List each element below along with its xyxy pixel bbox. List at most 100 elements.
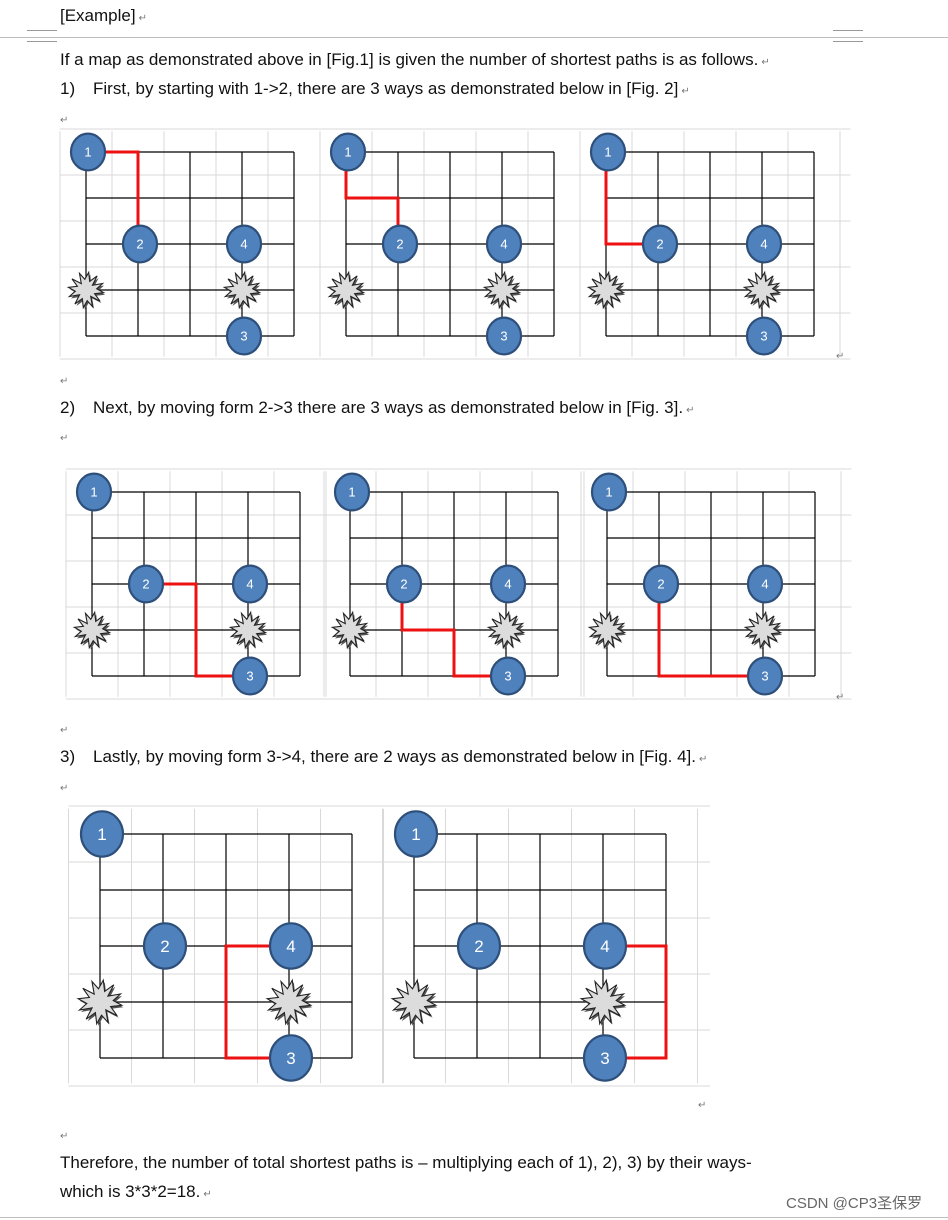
node-circle-3: 3 <box>582 1034 628 1082</box>
figure-2: 1 2 4 3 1 2 4 3 1 2 4 3 <box>59 128 851 360</box>
node-label: 3 <box>600 1049 609 1068</box>
node-circle-4: 4 <box>489 564 527 604</box>
paragraph-mark: ↵ <box>60 115 69 126</box>
grid-panel: 1 2 4 3 <box>579 128 851 360</box>
node-label: 1 <box>411 825 420 844</box>
node-circle-2: 2 <box>121 224 159 264</box>
obstacle-star-icon <box>330 610 370 650</box>
obstacle-star-icon <box>579 978 627 1026</box>
node-label: 4 <box>246 577 253 592</box>
node-label: 1 <box>605 485 612 500</box>
shortest-path-line <box>144 582 248 678</box>
paragraph-mark: ↵ <box>138 13 147 24</box>
node-label: 2 <box>396 237 403 252</box>
node-label: 4 <box>504 577 511 592</box>
node-label: 2 <box>657 577 664 592</box>
obstacle-star-icon <box>265 978 313 1026</box>
margin-marker-right <box>833 30 863 42</box>
node-circle-1: 1 <box>329 132 367 172</box>
paragraph-mark: ↵ <box>699 754 708 765</box>
node-label: 2 <box>142 577 149 592</box>
node-circle-2: 2 <box>456 922 502 970</box>
step-text: Lastly, by moving form 3->4, there are 2… <box>93 747 696 766</box>
node-circle-1: 1 <box>79 810 125 858</box>
shortest-path-line <box>603 944 668 1060</box>
node-circle-2: 2 <box>641 224 679 264</box>
node-label: 3 <box>286 1049 295 1068</box>
figure-4: 1 2 4 3 1 2 4 3 <box>68 805 711 1087</box>
obstacle-star-icon <box>742 270 782 310</box>
node-circle-4: 4 <box>745 224 783 264</box>
step-3: 3) Lastly, by moving form 3->4, there are… <box>60 747 707 767</box>
figure-3: 1 2 4 3 1 2 4 3 1 2 4 3 <box>65 468 852 700</box>
node-circle-3: 3 <box>745 316 783 356</box>
paragraph-mark: ↵ <box>60 433 69 444</box>
header-label: [Example] ↵ <box>60 6 147 25</box>
node-label: 3 <box>504 669 511 684</box>
node-circle-2: 2 <box>385 564 423 604</box>
node-circle-4: 4 <box>746 564 784 604</box>
node-circle-3: 3 <box>231 656 269 696</box>
step-text: Next, by moving form 2->3 there are 3 wa… <box>93 398 684 417</box>
grid-panel: 1 2 4 3 <box>59 128 331 360</box>
paragraph-mark: ↵ <box>761 57 770 68</box>
footer-divider <box>0 1217 948 1218</box>
node-circle-4: 4 <box>268 922 314 970</box>
margin-marker-left <box>27 30 57 42</box>
grid-panel: 1 2 4 3 <box>580 468 852 700</box>
node-label: 1 <box>604 145 611 160</box>
shortest-path-line <box>400 584 506 678</box>
obstacle-star-icon <box>228 610 268 650</box>
node-circle-3: 3 <box>746 656 784 696</box>
node-label: 1 <box>348 485 355 500</box>
obstacle-star-icon <box>743 610 783 650</box>
node-circle-3: 3 <box>268 1034 314 1082</box>
obstacle-star-icon <box>587 610 627 650</box>
node-circle-4: 4 <box>225 224 263 264</box>
grid-panel: 1 2 4 3 <box>319 128 591 360</box>
node-circle-1: 1 <box>69 132 107 172</box>
node-circle-4: 4 <box>582 922 628 970</box>
node-label: 4 <box>500 237 507 252</box>
obstacle-star-icon <box>326 270 366 310</box>
node-circle-1: 1 <box>75 472 113 512</box>
paragraph-mark: ↵ <box>60 783 69 794</box>
paragraph-mark: ↵ <box>60 1131 69 1142</box>
node-label: 4 <box>761 577 768 592</box>
node-circle-2: 2 <box>381 224 419 264</box>
paragraph-mark: ↵ <box>203 1189 212 1200</box>
step-number: 2) <box>60 398 76 417</box>
intro-paragraph: If a map as demonstrated above in [Fig.1… <box>60 50 770 69</box>
obstacle-star-icon <box>482 270 522 310</box>
node-label: 3 <box>761 669 768 684</box>
node-label: 1 <box>84 145 91 160</box>
step-number: 3) <box>60 747 76 766</box>
node-circle-3: 3 <box>225 316 263 356</box>
obstacle-star-icon <box>72 610 112 650</box>
node-label: 3 <box>760 329 767 344</box>
grid-panel: 1 2 4 3 <box>323 468 595 700</box>
step-1: 1) First, by starting with 1->2, there ar… <box>60 79 690 99</box>
header-divider <box>0 37 948 38</box>
node-circle-1: 1 <box>589 132 627 172</box>
node-label: 4 <box>600 937 609 956</box>
node-circle-1: 1 <box>333 472 371 512</box>
conclusion-line-1: Therefore, the number of total shortest … <box>60 1153 752 1172</box>
node-circle-4: 4 <box>485 224 523 264</box>
shortest-path-line <box>657 584 763 678</box>
paragraph-mark: ↵ <box>60 376 69 387</box>
node-circle-3: 3 <box>489 656 527 696</box>
node-label: 3 <box>500 329 507 344</box>
grid-panel: 1 2 4 3 <box>382 805 711 1087</box>
step-number: 1) <box>60 79 76 98</box>
node-circle-4: 4 <box>231 564 269 604</box>
node-circle-1: 1 <box>590 472 628 512</box>
node-label: 3 <box>240 329 247 344</box>
node-label: 4 <box>286 937 295 956</box>
node-label: 1 <box>90 485 97 500</box>
shortest-path-line <box>344 152 400 244</box>
node-label: 2 <box>400 577 407 592</box>
shortest-path-line <box>224 944 289 1060</box>
node-circle-2: 2 <box>127 564 165 604</box>
node-circle-1: 1 <box>393 810 439 858</box>
